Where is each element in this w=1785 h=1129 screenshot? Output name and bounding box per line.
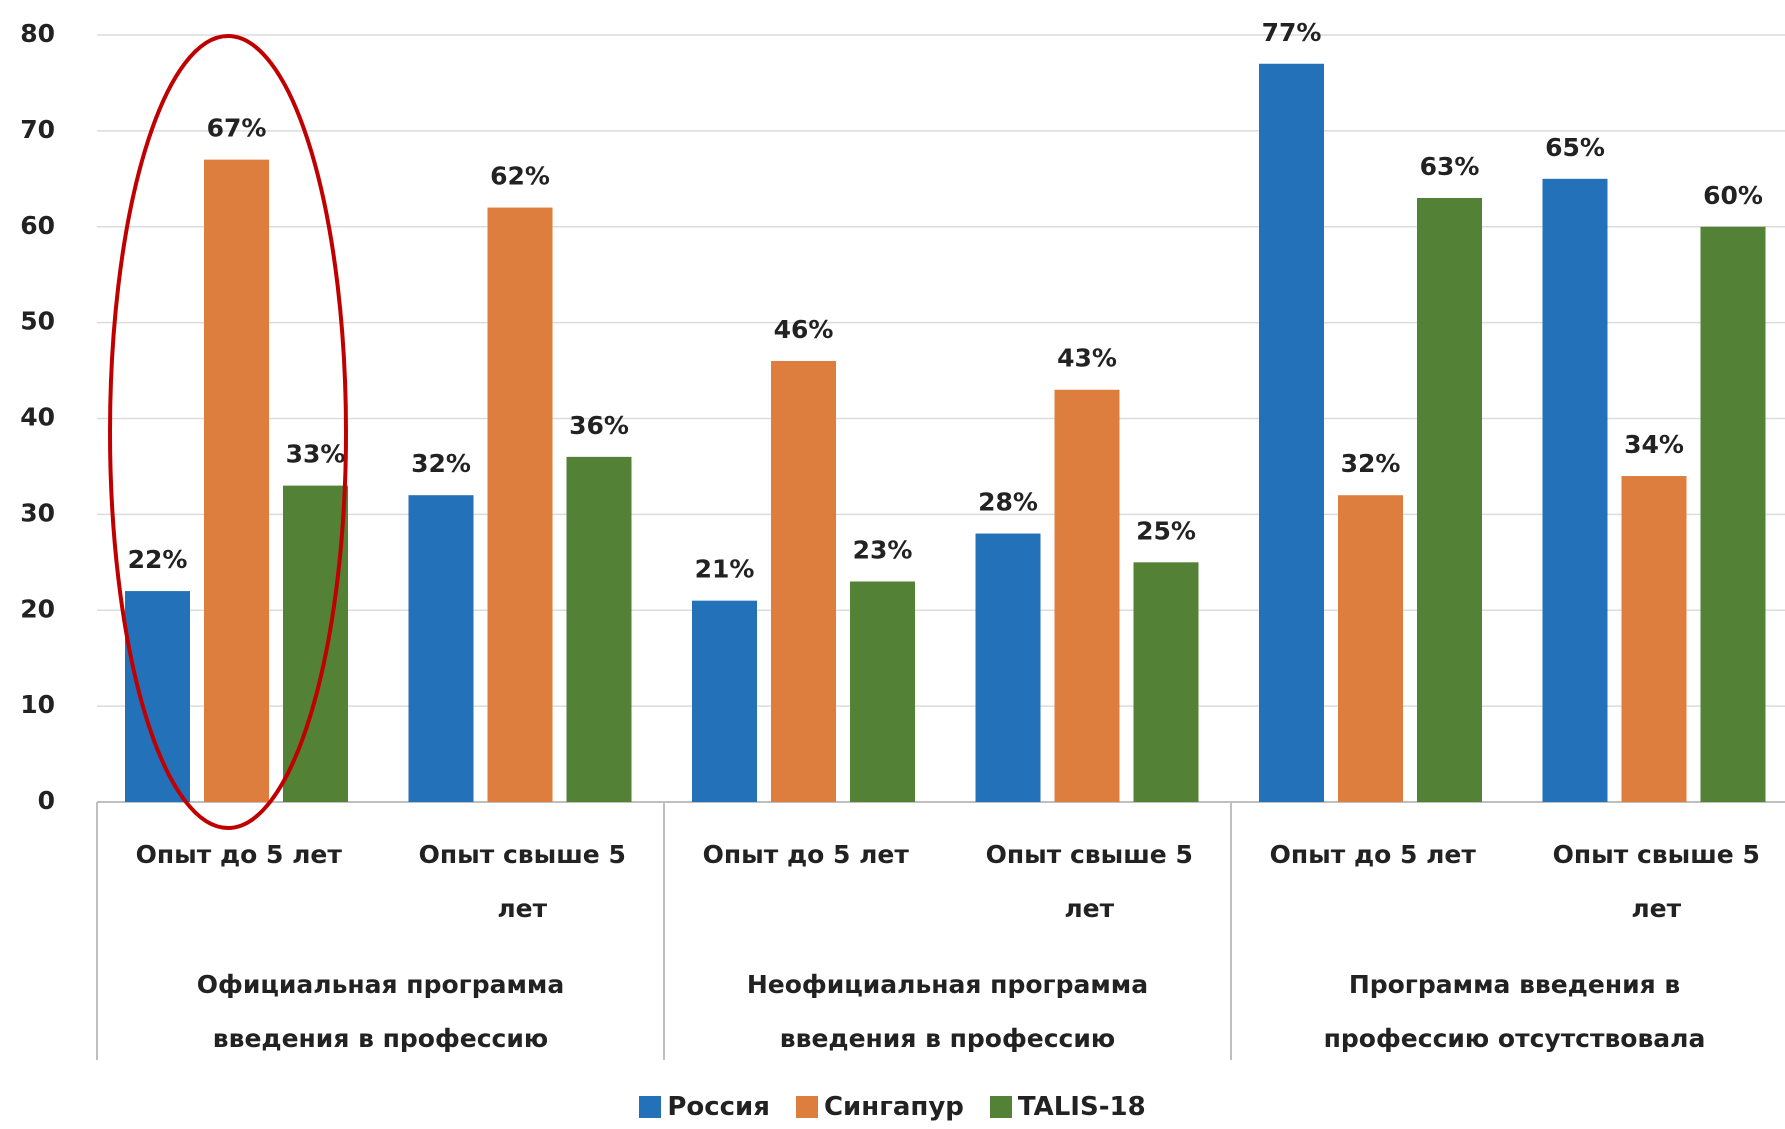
bar (283, 485, 348, 802)
bar (487, 207, 553, 802)
data-label: 62% (490, 162, 550, 191)
bar (408, 495, 474, 802)
data-label: 34% (1624, 430, 1684, 459)
bar (566, 456, 632, 802)
bar (1417, 197, 1482, 803)
bar (1338, 495, 1403, 802)
data-label: 65% (1545, 133, 1605, 162)
data-label: 28% (978, 488, 1038, 517)
group-label: Программа введения в профессию отсутство… (1323, 970, 1706, 1053)
y-tick-label: 70 (20, 115, 55, 144)
legend-swatch (639, 1096, 662, 1118)
data-label: 23% (853, 535, 913, 564)
y-tick-label: 0 (38, 786, 55, 815)
legend-label: Сингапур (823, 1092, 964, 1122)
bar (125, 591, 190, 802)
bar (1259, 63, 1324, 802)
data-label: 32% (411, 449, 471, 478)
data-label: 46% (774, 315, 834, 344)
data-label: 33% (286, 440, 346, 469)
y-tick-label: 20 (20, 594, 55, 623)
bar (1133, 562, 1199, 802)
bar (1621, 476, 1687, 802)
y-tick-label: 10 (20, 690, 55, 719)
data-label: 67% (207, 114, 267, 143)
legend-label: Россия (667, 1092, 770, 1122)
legend-item: TALIS-18 (989, 1092, 1146, 1122)
legend-label: TALIS-18 (1017, 1092, 1146, 1122)
group-label: Официальная программа введения в професс… (196, 970, 565, 1053)
bar (850, 581, 915, 802)
x-tick-label: Опыт до 5 лет (135, 840, 342, 869)
y-tick-label: 80 (20, 19, 55, 48)
x-tick-label: Опыт до 5 лет (1269, 840, 1476, 869)
y-tick-label: 40 (20, 403, 55, 432)
highlight-ellipse (108, 34, 348, 830)
data-label: 32% (1341, 449, 1401, 478)
data-label: 77% (1262, 18, 1322, 47)
legend: Россия Сингапур TALIS-18 (0, 1092, 1785, 1122)
x-tick-label: Опыт свыше 5 лет (418, 840, 626, 923)
data-label: 36% (569, 411, 629, 440)
bar (975, 533, 1041, 802)
bar (204, 159, 269, 802)
legend-item: Россия (639, 1092, 770, 1122)
legend-swatch (795, 1096, 818, 1118)
group-label: Неофициальная программа введения в профе… (746, 970, 1149, 1053)
data-label: 25% (1136, 516, 1196, 545)
data-label: 63% (1420, 152, 1480, 181)
y-tick-label: 50 (20, 307, 55, 336)
bar (1054, 389, 1120, 802)
data-label: 43% (1057, 344, 1117, 373)
x-tick-label: Опыт свыше 5 лет (985, 840, 1193, 923)
y-tick-label: 60 (20, 211, 55, 240)
bar (692, 600, 757, 802)
legend-swatch (989, 1096, 1012, 1118)
data-label: 21% (695, 555, 755, 584)
legend-item: Сингапур (795, 1092, 964, 1122)
bar (771, 360, 836, 802)
x-tick-label: Опыт свыше 5 лет (1552, 840, 1760, 923)
bar (1542, 178, 1608, 802)
x-tick-label: Опыт до 5 лет (702, 840, 909, 869)
bar (1700, 226, 1766, 802)
data-label: 22% (128, 545, 188, 574)
y-tick-label: 30 (20, 498, 55, 527)
data-label: 60% (1703, 181, 1763, 210)
